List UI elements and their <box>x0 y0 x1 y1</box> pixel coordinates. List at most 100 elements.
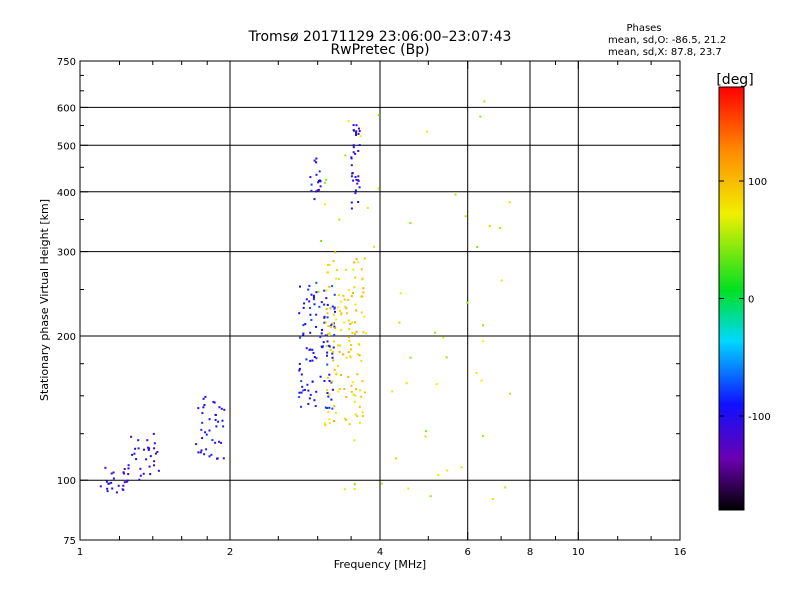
data-point <box>345 268 348 271</box>
data-point <box>504 486 507 489</box>
data-point <box>342 353 345 356</box>
data-point <box>346 312 348 315</box>
data-point <box>340 312 343 315</box>
stats-heading: Phases <box>626 23 661 34</box>
data-point <box>155 452 157 455</box>
data-point <box>310 183 313 186</box>
data-point <box>110 472 113 475</box>
data-point <box>199 451 202 454</box>
data-point <box>203 453 206 456</box>
data-point <box>437 474 440 476</box>
data-point <box>149 455 152 458</box>
data-point <box>343 388 346 390</box>
data-point <box>131 453 134 456</box>
data-point <box>335 372 338 375</box>
y-tick-label: 100 <box>57 476 76 487</box>
x-tick-label: 8 <box>527 547 533 558</box>
data-point <box>434 331 437 334</box>
data-point <box>332 322 335 325</box>
data-point <box>313 399 316 402</box>
data-point <box>357 175 360 178</box>
data-point <box>307 389 310 392</box>
data-point <box>340 300 343 303</box>
data-point <box>362 287 365 290</box>
data-point <box>300 373 303 376</box>
data-point <box>328 422 331 425</box>
data-point <box>328 285 331 288</box>
y-tick-label: 500 <box>57 141 76 152</box>
data-point <box>200 449 203 452</box>
data-point <box>105 480 108 483</box>
data-point <box>309 176 312 179</box>
data-point <box>325 344 328 347</box>
data-point <box>148 447 151 450</box>
data-point <box>220 407 223 410</box>
stats-x-line: mean, sd,X: 87.8, 23.7 <box>608 47 722 58</box>
data-point <box>354 413 357 416</box>
data-point <box>126 479 129 482</box>
data-point <box>135 458 138 461</box>
data-point <box>331 380 334 383</box>
data-point <box>350 156 353 159</box>
data-point <box>344 154 347 157</box>
data-point <box>218 440 221 443</box>
data-point <box>214 418 217 421</box>
data-point <box>442 336 445 339</box>
data-point <box>435 383 438 386</box>
data-point <box>301 385 304 388</box>
data-point <box>333 368 336 371</box>
data-point <box>334 310 336 313</box>
data-point <box>328 406 331 409</box>
data-point <box>344 305 347 308</box>
data-point <box>306 383 309 386</box>
data-point <box>137 447 140 450</box>
data-point <box>380 482 383 485</box>
colorbar-tick-label: 100 <box>748 177 767 188</box>
data-point <box>358 421 361 424</box>
data-point <box>320 345 323 348</box>
data-point <box>326 392 329 394</box>
data-point <box>221 419 224 422</box>
data-point <box>205 448 208 451</box>
data-point <box>345 356 348 359</box>
data-point <box>333 306 336 309</box>
data-point <box>153 464 155 467</box>
data-point <box>326 340 329 343</box>
data-point <box>133 452 136 455</box>
data-point <box>491 498 494 500</box>
data-point <box>391 390 394 393</box>
data-point <box>153 447 156 450</box>
data-point <box>315 357 318 360</box>
data-point <box>350 164 353 167</box>
data-point <box>344 488 346 491</box>
data-point <box>358 186 361 189</box>
data-point <box>308 300 311 303</box>
data-point <box>325 289 328 292</box>
data-point <box>353 332 356 335</box>
data-point <box>139 474 142 477</box>
data-point <box>460 466 463 469</box>
data-point <box>215 425 218 428</box>
data-point <box>313 198 316 201</box>
data-point <box>127 464 130 467</box>
data-point <box>314 405 317 407</box>
data-point <box>446 469 449 472</box>
data-point <box>339 344 342 347</box>
data-point <box>361 411 364 414</box>
data-point <box>407 487 410 490</box>
stats-o-line: mean, sd,O: -86.5, 21.2 <box>608 35 726 46</box>
data-point <box>300 380 303 383</box>
data-point <box>307 402 310 405</box>
data-point <box>311 380 314 383</box>
data-point <box>143 448 145 451</box>
data-point <box>104 466 107 469</box>
data-point <box>112 471 115 474</box>
data-point <box>331 352 334 355</box>
data-point <box>500 279 503 282</box>
data-point <box>127 467 130 470</box>
data-point <box>147 446 149 449</box>
data-point <box>147 449 150 451</box>
data-point <box>298 396 301 398</box>
data-point <box>331 305 334 308</box>
data-point <box>352 393 355 396</box>
